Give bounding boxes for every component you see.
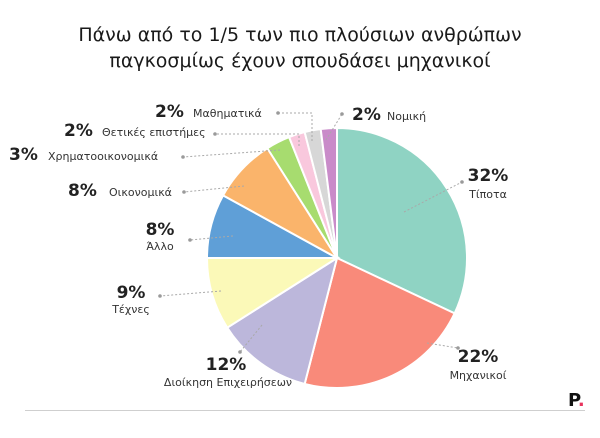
leader-dot-10 [340,112,344,116]
slice-category-label-1: Τίποτα [468,188,507,201]
leader-dot-4 [158,294,162,298]
slice-value-label-5: 8% [146,220,175,240]
bottom-divider [25,410,585,411]
brand-logo: P. [568,390,585,411]
slice-value-label-9: 2% [155,102,184,122]
leader-line-10 [325,113,343,141]
slice-value-label-3: 12% [206,355,247,375]
slice-category-label-4: Τέχνες [111,303,150,316]
slice-value-label-4: 9% [117,283,146,303]
slice-category-label-6: Οικονομικά [109,186,172,199]
slice-category-label-3: Διοίκηση Επιχειρήσεων [164,376,292,389]
slice-category-label-10: Νομική [387,110,426,123]
pie-slice-3 [225,255,339,386]
slice-category-label-9: Μαθηματικά [193,107,262,120]
leader-dot-7 [181,155,185,159]
leader-line-7 [182,149,281,158]
leader-dot-1 [460,180,464,184]
leader-dot-5 [188,238,192,242]
slice-category-label-2: Μηχανικοί [450,369,507,382]
slice-category-label-8: Θετικές επιστήμες [102,126,206,139]
pie-slice-1 [336,126,468,315]
chart-title-line-1: Πάνω από το 1/5 των πιο πλούσιων ανθρώπω… [78,24,522,46]
pie-slice-10 [319,126,338,259]
slice-value-label-6: 8% [68,181,97,201]
slice-value-label-8: 2% [64,121,93,141]
leader-line-5 [189,235,234,241]
slice-value-label-1: 32% [468,166,509,186]
leader-line-9 [278,112,313,141]
leader-dot-3 [238,350,242,354]
slice-value-label-7: 3% [9,145,38,165]
brand-logo-dot: . [577,390,585,411]
leader-line-2 [426,342,459,349]
slice-category-label-7: Χρηματοοικονομικά [48,150,158,163]
leader-line-8 [215,133,300,146]
brand-logo-letter: P [568,390,578,411]
slice-value-label-2: 22% [458,347,499,367]
leader-line-1 [403,181,463,213]
leader-dot-6 [182,190,186,194]
slice-category-label-5: Άλλο [146,240,174,253]
slice-value-label-10: 2% [352,105,381,125]
pie-slice-2 [303,256,456,389]
leader-dot-9 [276,111,280,115]
leader-dot-8 [213,132,217,136]
leader-line-3 [239,324,263,353]
chart-title-line-2: παγκοσμίως έχουν σπουδάσει μηχανικοί [109,50,491,72]
chart-title: Πάνω από το 1/5 των πιο πλούσιων ανθρώπω… [0,22,600,74]
leader-dot-2 [456,346,460,350]
